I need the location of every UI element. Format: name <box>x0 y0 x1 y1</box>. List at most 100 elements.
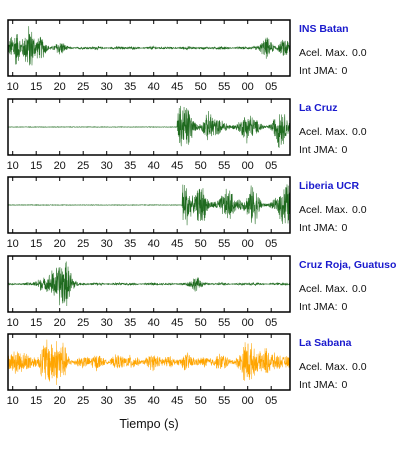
int-jma-value: 0 <box>342 65 348 77</box>
x-tick-label: 35 <box>124 317 136 329</box>
acel-max-label: Acel. Max. <box>299 361 348 373</box>
x-tick-label: 10 <box>7 238 19 250</box>
int-jma-text: Int JMA: 0 <box>299 379 348 391</box>
acel-max-label: Acel. Max. <box>299 204 348 216</box>
x-tick-label: 35 <box>124 160 136 172</box>
x-tick-label: 45 <box>171 81 183 93</box>
x-tick-label: 55 <box>218 81 230 93</box>
station-name: La Cruz <box>299 102 338 114</box>
x-tick-label: 05 <box>265 238 277 250</box>
int-jma-text: Int JMA: 0 <box>299 144 348 156</box>
int-jma-text: Int JMA: 0 <box>299 222 348 234</box>
x-tick-label: 00 <box>242 81 254 93</box>
x-tick-label: 10 <box>7 317 19 329</box>
int-jma-label: Int JMA: <box>299 301 338 313</box>
acel-max-text: Acel. Max. 0.0 <box>299 283 367 295</box>
x-tick-label: 30 <box>101 81 113 93</box>
x-tick-label: 25 <box>77 160 89 172</box>
x-tick-label: 40 <box>148 238 160 250</box>
acel-max-value: 0.0 <box>352 204 367 216</box>
acel-max-value: 0.0 <box>352 283 367 295</box>
waveform-trace <box>8 184 290 226</box>
x-tick-label: 50 <box>195 395 207 407</box>
x-tick-label: 30 <box>101 317 113 329</box>
x-tick-label: 35 <box>124 395 136 407</box>
acel-max-text: Acel. Max. 0.0 <box>299 47 367 59</box>
acel-max-value: 0.0 <box>352 126 367 138</box>
int-jma-label: Int JMA: <box>299 222 338 234</box>
x-tick-label: 20 <box>54 160 66 172</box>
acel-max-text: Acel. Max. 0.0 <box>299 126 367 138</box>
x-tick-label: 15 <box>30 160 42 172</box>
x-tick-label: 00 <box>242 395 254 407</box>
waveform-trace <box>8 261 290 307</box>
x-tick-label: 05 <box>265 395 277 407</box>
acel-max-label: Acel. Max. <box>299 283 348 295</box>
x-tick-label: 50 <box>195 160 207 172</box>
station-name: La Sabana <box>299 337 352 349</box>
x-tick-label: 25 <box>77 238 89 250</box>
x-tick-label: 50 <box>195 317 207 329</box>
x-tick-label: 40 <box>148 160 160 172</box>
x-tick-label: 35 <box>124 238 136 250</box>
x-tick-label: 40 <box>148 395 160 407</box>
x-tick-label: 15 <box>30 238 42 250</box>
int-jma-value: 0 <box>342 301 348 313</box>
panel-frame <box>7 333 291 391</box>
x-tick-label: 55 <box>218 395 230 407</box>
x-tick-label: 35 <box>124 81 136 93</box>
station-name: Liberia UCR <box>299 180 360 192</box>
int-jma-text: Int JMA: 0 <box>299 301 348 313</box>
x-tick-label: 20 <box>54 395 66 407</box>
x-tick-label: 15 <box>30 81 42 93</box>
x-tick-label: 25 <box>77 317 89 329</box>
x-tick-label: 25 <box>77 395 89 407</box>
x-tick-label: 20 <box>54 317 66 329</box>
x-tick-label: 20 <box>54 81 66 93</box>
int-jma-value: 0 <box>342 379 348 391</box>
x-tick-label: 00 <box>242 238 254 250</box>
x-tick-label: 30 <box>101 395 113 407</box>
station-name: INS Batan <box>299 23 349 35</box>
x-tick-label: 05 <box>265 81 277 93</box>
x-tick-label: 25 <box>77 81 89 93</box>
int-jma-text: Int JMA: 0 <box>299 65 348 77</box>
int-jma-value: 0 <box>342 222 348 234</box>
panel-frame <box>7 19 291 77</box>
x-tick-label: 10 <box>7 160 19 172</box>
x-tick-label: 40 <box>148 317 160 329</box>
station-name: Cruz Roja, Guatuso <box>299 259 396 271</box>
x-tick-label: 30 <box>101 238 113 250</box>
x-tick-label: 05 <box>265 160 277 172</box>
acel-max-text: Acel. Max. 0.0 <box>299 204 367 216</box>
acel-max-label: Acel. Max. <box>299 126 348 138</box>
x-tick-label: 55 <box>218 317 230 329</box>
acel-max-text: Acel. Max. 0.0 <box>299 361 367 373</box>
x-tick-label: 50 <box>195 81 207 93</box>
x-tick-label: 45 <box>171 160 183 172</box>
panel-frame <box>7 255 291 313</box>
int-jma-label: Int JMA: <box>299 144 338 156</box>
x-tick-label: 45 <box>171 395 183 407</box>
x-tick-label: 20 <box>54 238 66 250</box>
x-tick-label: 10 <box>7 81 19 93</box>
x-tick-label: 30 <box>101 160 113 172</box>
int-jma-value: 0 <box>342 144 348 156</box>
waveform-trace <box>8 26 290 66</box>
acel-max-value: 0.0 <box>352 47 367 59</box>
waveform-trace <box>8 339 290 385</box>
acel-max-label: Acel. Max. <box>299 47 348 59</box>
x-tick-label: 05 <box>265 317 277 329</box>
panel-frame <box>7 98 291 156</box>
int-jma-label: Int JMA: <box>299 65 338 77</box>
x-tick-label: 10 <box>7 395 19 407</box>
x-tick-label: 00 <box>242 317 254 329</box>
x-tick-label: 40 <box>148 81 160 93</box>
x-tick-label: 45 <box>171 238 183 250</box>
acel-max-value: 0.0 <box>352 361 367 373</box>
x-tick-label: 50 <box>195 238 207 250</box>
x-tick-label: 55 <box>218 238 230 250</box>
waveform-trace <box>8 105 290 148</box>
x-tick-label: 45 <box>171 317 183 329</box>
